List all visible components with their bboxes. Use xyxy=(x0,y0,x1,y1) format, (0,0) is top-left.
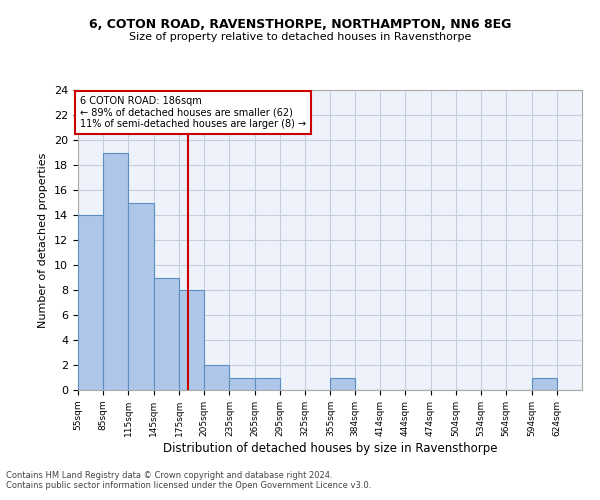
Bar xyxy=(229,378,254,390)
Bar xyxy=(204,365,229,390)
Y-axis label: Number of detached properties: Number of detached properties xyxy=(38,152,49,328)
Bar xyxy=(331,378,355,390)
Text: Size of property relative to detached houses in Ravensthorpe: Size of property relative to detached ho… xyxy=(129,32,471,42)
Bar xyxy=(103,152,128,390)
Bar xyxy=(254,378,280,390)
Text: Contains HM Land Registry data © Crown copyright and database right 2024.: Contains HM Land Registry data © Crown c… xyxy=(6,470,332,480)
Text: 6, COTON ROAD, RAVENSTHORPE, NORTHAMPTON, NN6 8EG: 6, COTON ROAD, RAVENSTHORPE, NORTHAMPTON… xyxy=(89,18,511,30)
Text: 6 COTON ROAD: 186sqm
← 89% of detached houses are smaller (62)
11% of semi-detac: 6 COTON ROAD: 186sqm ← 89% of detached h… xyxy=(80,96,306,130)
Bar xyxy=(128,202,154,390)
Bar xyxy=(154,278,179,390)
Bar xyxy=(78,215,103,390)
Text: Contains public sector information licensed under the Open Government Licence v3: Contains public sector information licen… xyxy=(6,480,371,490)
Bar xyxy=(179,290,204,390)
Bar xyxy=(532,378,557,390)
X-axis label: Distribution of detached houses by size in Ravensthorpe: Distribution of detached houses by size … xyxy=(163,442,497,454)
